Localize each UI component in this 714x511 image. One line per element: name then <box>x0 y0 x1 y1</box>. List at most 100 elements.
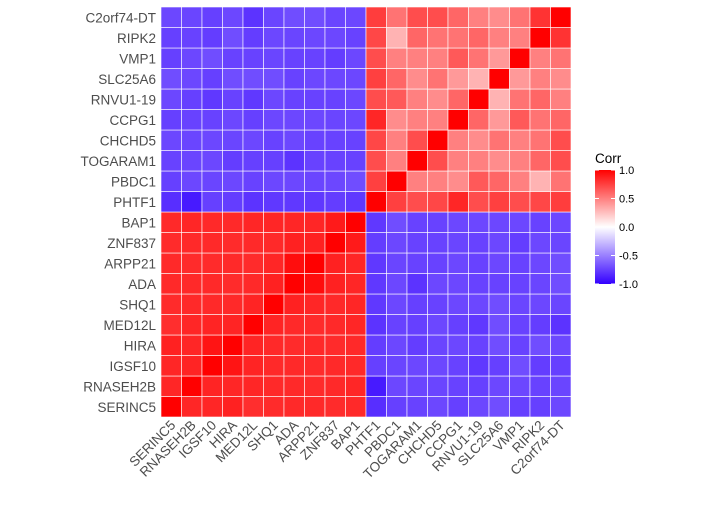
heatmap-cell <box>345 47 367 69</box>
heatmap-cell <box>201 396 223 418</box>
heatmap-cell <box>427 232 449 254</box>
heatmap-cell <box>181 47 203 69</box>
heatmap-cell <box>222 6 244 28</box>
heatmap-cell <box>365 273 387 295</box>
heatmap-cell <box>447 150 469 172</box>
heatmap-cell <box>468 273 490 295</box>
heatmap-cell <box>324 191 346 213</box>
heatmap-cell <box>324 314 346 336</box>
heatmap-cell <box>345 293 367 315</box>
y-tick-label: SHQ1 <box>119 297 156 312</box>
heatmap-cell <box>222 88 244 110</box>
heatmap-cell <box>324 27 346 49</box>
heatmap-cell <box>386 109 408 131</box>
heatmap-cell <box>160 293 182 315</box>
heatmap-cell <box>263 68 285 90</box>
heatmap-cell <box>406 170 428 192</box>
heatmap-cell <box>263 27 285 49</box>
heatmap-cell <box>550 68 572 90</box>
heatmap-cell <box>406 68 428 90</box>
heatmap-cell <box>406 355 428 377</box>
heatmap-cell <box>201 273 223 295</box>
heatmap-cell <box>468 68 490 90</box>
heatmap-cell <box>550 6 572 28</box>
heatmap-cell <box>160 27 182 49</box>
heatmap-cell <box>201 88 223 110</box>
heatmap-cell <box>529 314 551 336</box>
y-tick-label: MED12L <box>103 318 156 333</box>
heatmap-cell <box>345 396 367 418</box>
heatmap-cell <box>324 396 346 418</box>
heatmap-cell <box>386 88 408 110</box>
heatmap-cell <box>365 252 387 274</box>
heatmap-cell <box>242 88 264 110</box>
heatmap-cell <box>529 6 551 28</box>
heatmap-cell <box>406 88 428 110</box>
heatmap-cell <box>427 129 449 151</box>
heatmap-cell <box>447 334 469 356</box>
heatmap-cell <box>468 334 490 356</box>
heatmap-cell <box>365 109 387 131</box>
heatmap-cell <box>201 211 223 233</box>
y-tick-label: IGSF10 <box>109 359 156 374</box>
heatmap-cell <box>242 375 264 397</box>
heatmap-cell <box>283 232 305 254</box>
heatmap-cell <box>447 88 469 110</box>
heatmap-cell <box>468 129 490 151</box>
heatmap-cell <box>222 109 244 131</box>
heatmap-cell <box>386 47 408 69</box>
heatmap-cell <box>509 47 531 69</box>
heatmap-cell <box>242 293 264 315</box>
heatmap-cell <box>283 293 305 315</box>
heatmap-cell <box>488 396 510 418</box>
heatmap-cell <box>550 232 572 254</box>
heatmap-cell <box>468 150 490 172</box>
heatmap-cell <box>283 6 305 28</box>
heatmap-cell <box>201 191 223 213</box>
heatmap-cell <box>447 355 469 377</box>
heatmap-cell <box>365 170 387 192</box>
heatmap-cell <box>550 252 572 274</box>
heatmap-cell <box>529 211 551 233</box>
heatmap-cell <box>509 375 531 397</box>
heatmap-cell <box>242 170 264 192</box>
heatmap-cell <box>263 6 285 28</box>
heatmap-cell <box>509 396 531 418</box>
y-tick-label: CCPG1 <box>109 113 156 128</box>
heatmap-cell <box>263 211 285 233</box>
heatmap-cell <box>550 191 572 213</box>
heatmap-cell <box>406 211 428 233</box>
y-tick-label: TOGARAM1 <box>80 154 156 169</box>
heatmap-cell <box>509 355 531 377</box>
heatmap-cell <box>181 355 203 377</box>
heatmap-cell <box>181 129 203 151</box>
heatmap-cell <box>406 191 428 213</box>
heatmap-cell <box>550 27 572 49</box>
heatmap-cell <box>263 273 285 295</box>
heatmap-cell <box>160 129 182 151</box>
heatmap-cell <box>386 273 408 295</box>
heatmap-cell <box>160 191 182 213</box>
heatmap-cell <box>488 170 510 192</box>
heatmap-cell <box>222 334 244 356</box>
heatmap-cell <box>304 109 326 131</box>
heatmap-cell <box>345 170 367 192</box>
heatmap-cell <box>345 314 367 336</box>
heatmap-cell <box>386 68 408 90</box>
heatmap-cell <box>283 334 305 356</box>
heatmap-cell <box>447 47 469 69</box>
heatmap-cell <box>181 232 203 254</box>
heatmap-cell <box>263 150 285 172</box>
heatmap-cell <box>488 273 510 295</box>
heatmap-cell <box>242 334 264 356</box>
heatmap-cell <box>488 109 510 131</box>
heatmap-cell <box>201 6 223 28</box>
heatmap-cell <box>345 252 367 274</box>
heatmap-cell <box>201 68 223 90</box>
heatmap-cell <box>468 191 490 213</box>
heatmap-cell <box>324 293 346 315</box>
heatmap-cell <box>406 27 428 49</box>
heatmap-cell <box>550 170 572 192</box>
heatmap-cell <box>468 170 490 192</box>
